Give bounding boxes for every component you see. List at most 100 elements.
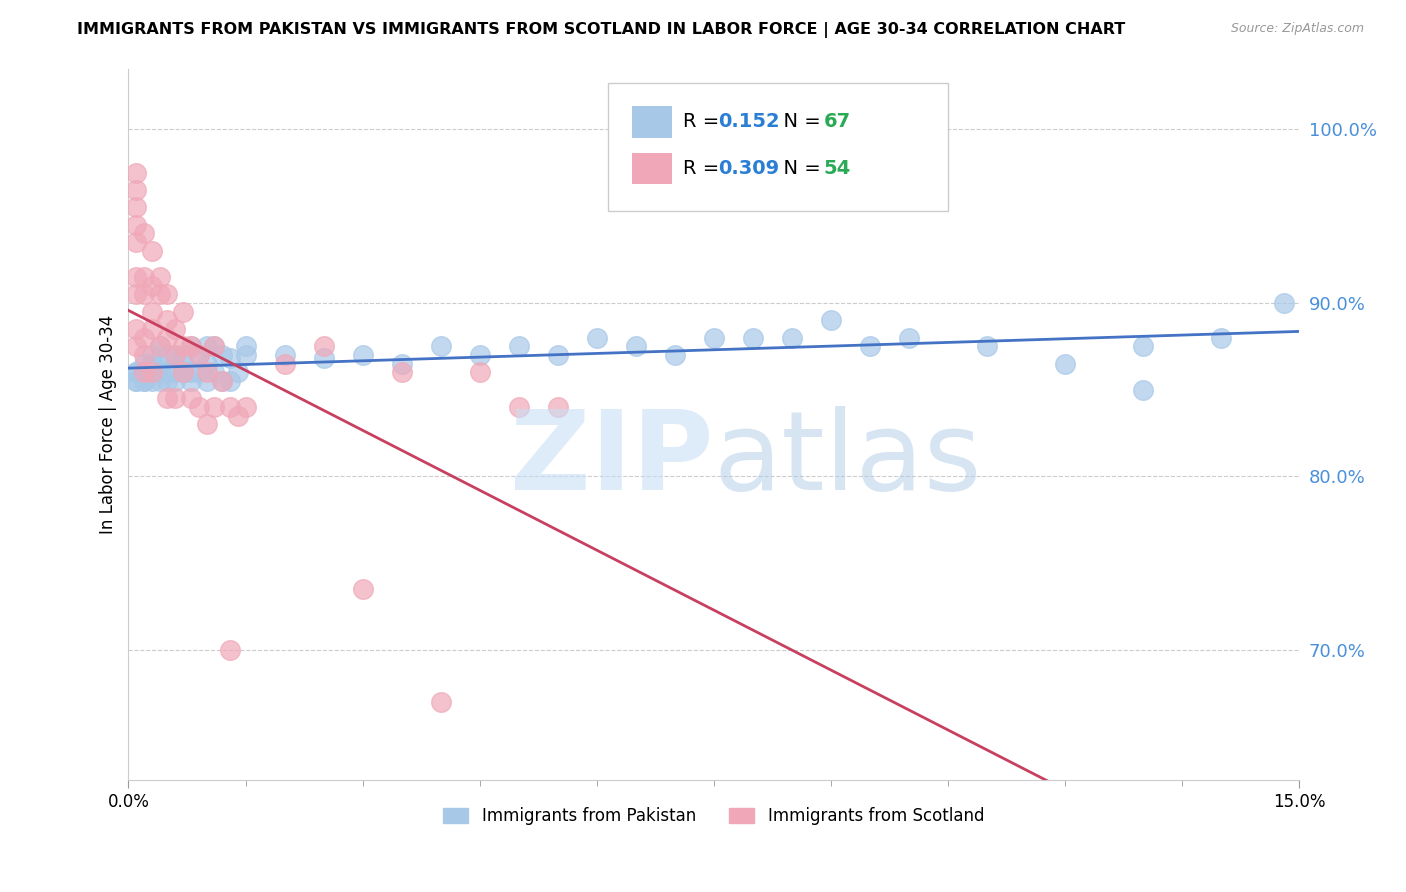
Point (429, 695, 451, 709)
Y-axis label: In Labor Force | Age 30-34: In Labor Force | Age 30-34 (100, 315, 117, 534)
Text: N =: N = (772, 112, 827, 131)
Point (202, 339, 225, 353)
Point (172, 304, 194, 318)
Point (1132, 339, 1154, 353)
Point (195, 374, 218, 388)
Point (125, 269, 148, 284)
Point (859, 339, 882, 353)
Point (741, 330, 763, 344)
Text: ZIP: ZIP (510, 407, 714, 514)
FancyBboxPatch shape (609, 83, 948, 211)
Point (125, 365, 148, 379)
Text: atlas: atlas (714, 407, 983, 514)
Point (312, 339, 335, 353)
Point (125, 374, 148, 388)
Point (664, 348, 686, 362)
Point (141, 374, 163, 388)
Point (125, 374, 148, 388)
Point (468, 348, 491, 362)
Point (429, 339, 451, 353)
Text: 0.309: 0.309 (718, 159, 780, 178)
Point (132, 287, 155, 301)
Point (172, 365, 194, 379)
Point (156, 374, 179, 388)
Point (547, 400, 569, 414)
Point (219, 400, 242, 414)
Point (125, 322, 148, 336)
Point (149, 339, 172, 353)
Point (132, 374, 155, 388)
Point (585, 330, 607, 344)
Point (165, 374, 187, 388)
Point (141, 304, 163, 318)
Point (141, 244, 163, 258)
Point (149, 374, 172, 388)
Point (195, 339, 218, 353)
Point (156, 392, 179, 406)
Point (820, 313, 842, 327)
Point (149, 339, 172, 353)
Point (165, 365, 187, 379)
Text: 67: 67 (824, 112, 851, 131)
FancyBboxPatch shape (631, 153, 672, 184)
Point (195, 365, 218, 379)
Point (141, 348, 163, 362)
Point (125, 201, 148, 215)
Point (211, 374, 233, 388)
Point (352, 582, 374, 597)
Point (187, 400, 209, 414)
Point (391, 365, 413, 379)
Point (125, 166, 148, 180)
Point (202, 400, 225, 414)
Point (211, 348, 233, 362)
Point (187, 348, 209, 362)
Point (141, 357, 163, 371)
Point (125, 339, 148, 353)
Point (508, 400, 530, 414)
Point (149, 287, 172, 301)
Text: Source: ZipAtlas.com: Source: ZipAtlas.com (1230, 22, 1364, 36)
Point (180, 392, 202, 406)
Point (141, 365, 163, 379)
Point (703, 330, 725, 344)
Point (897, 330, 920, 344)
Point (273, 357, 295, 371)
Point (624, 339, 647, 353)
Point (235, 400, 257, 414)
Point (226, 365, 249, 379)
Text: R =: R = (683, 159, 725, 178)
Point (172, 357, 194, 371)
Point (149, 269, 172, 284)
Text: IMMIGRANTS FROM PAKISTAN VS IMMIGRANTS FROM SCOTLAND IN LABOR FORCE | AGE 30-34 : IMMIGRANTS FROM PAKISTAN VS IMMIGRANTS F… (77, 22, 1126, 38)
Point (352, 348, 374, 362)
Point (132, 269, 155, 284)
Text: 54: 54 (824, 159, 851, 178)
Point (172, 339, 194, 353)
Point (132, 330, 155, 344)
Point (180, 374, 202, 388)
Point (141, 278, 163, 293)
Point (132, 365, 155, 379)
Point (312, 351, 335, 366)
Point (219, 643, 242, 657)
Point (141, 365, 163, 379)
Point (165, 392, 187, 406)
Point (132, 348, 155, 362)
Point (202, 339, 225, 353)
Point (180, 365, 202, 379)
Point (165, 348, 187, 362)
Point (149, 357, 172, 371)
Point (1054, 357, 1077, 371)
Point (1272, 296, 1295, 310)
Point (156, 330, 179, 344)
Point (172, 348, 194, 362)
Point (187, 348, 209, 362)
Point (156, 365, 179, 379)
Point (132, 365, 155, 379)
Text: N =: N = (772, 159, 827, 178)
Point (165, 322, 187, 336)
Point (125, 365, 148, 379)
Point (391, 357, 413, 371)
Point (235, 339, 257, 353)
Point (165, 348, 187, 362)
